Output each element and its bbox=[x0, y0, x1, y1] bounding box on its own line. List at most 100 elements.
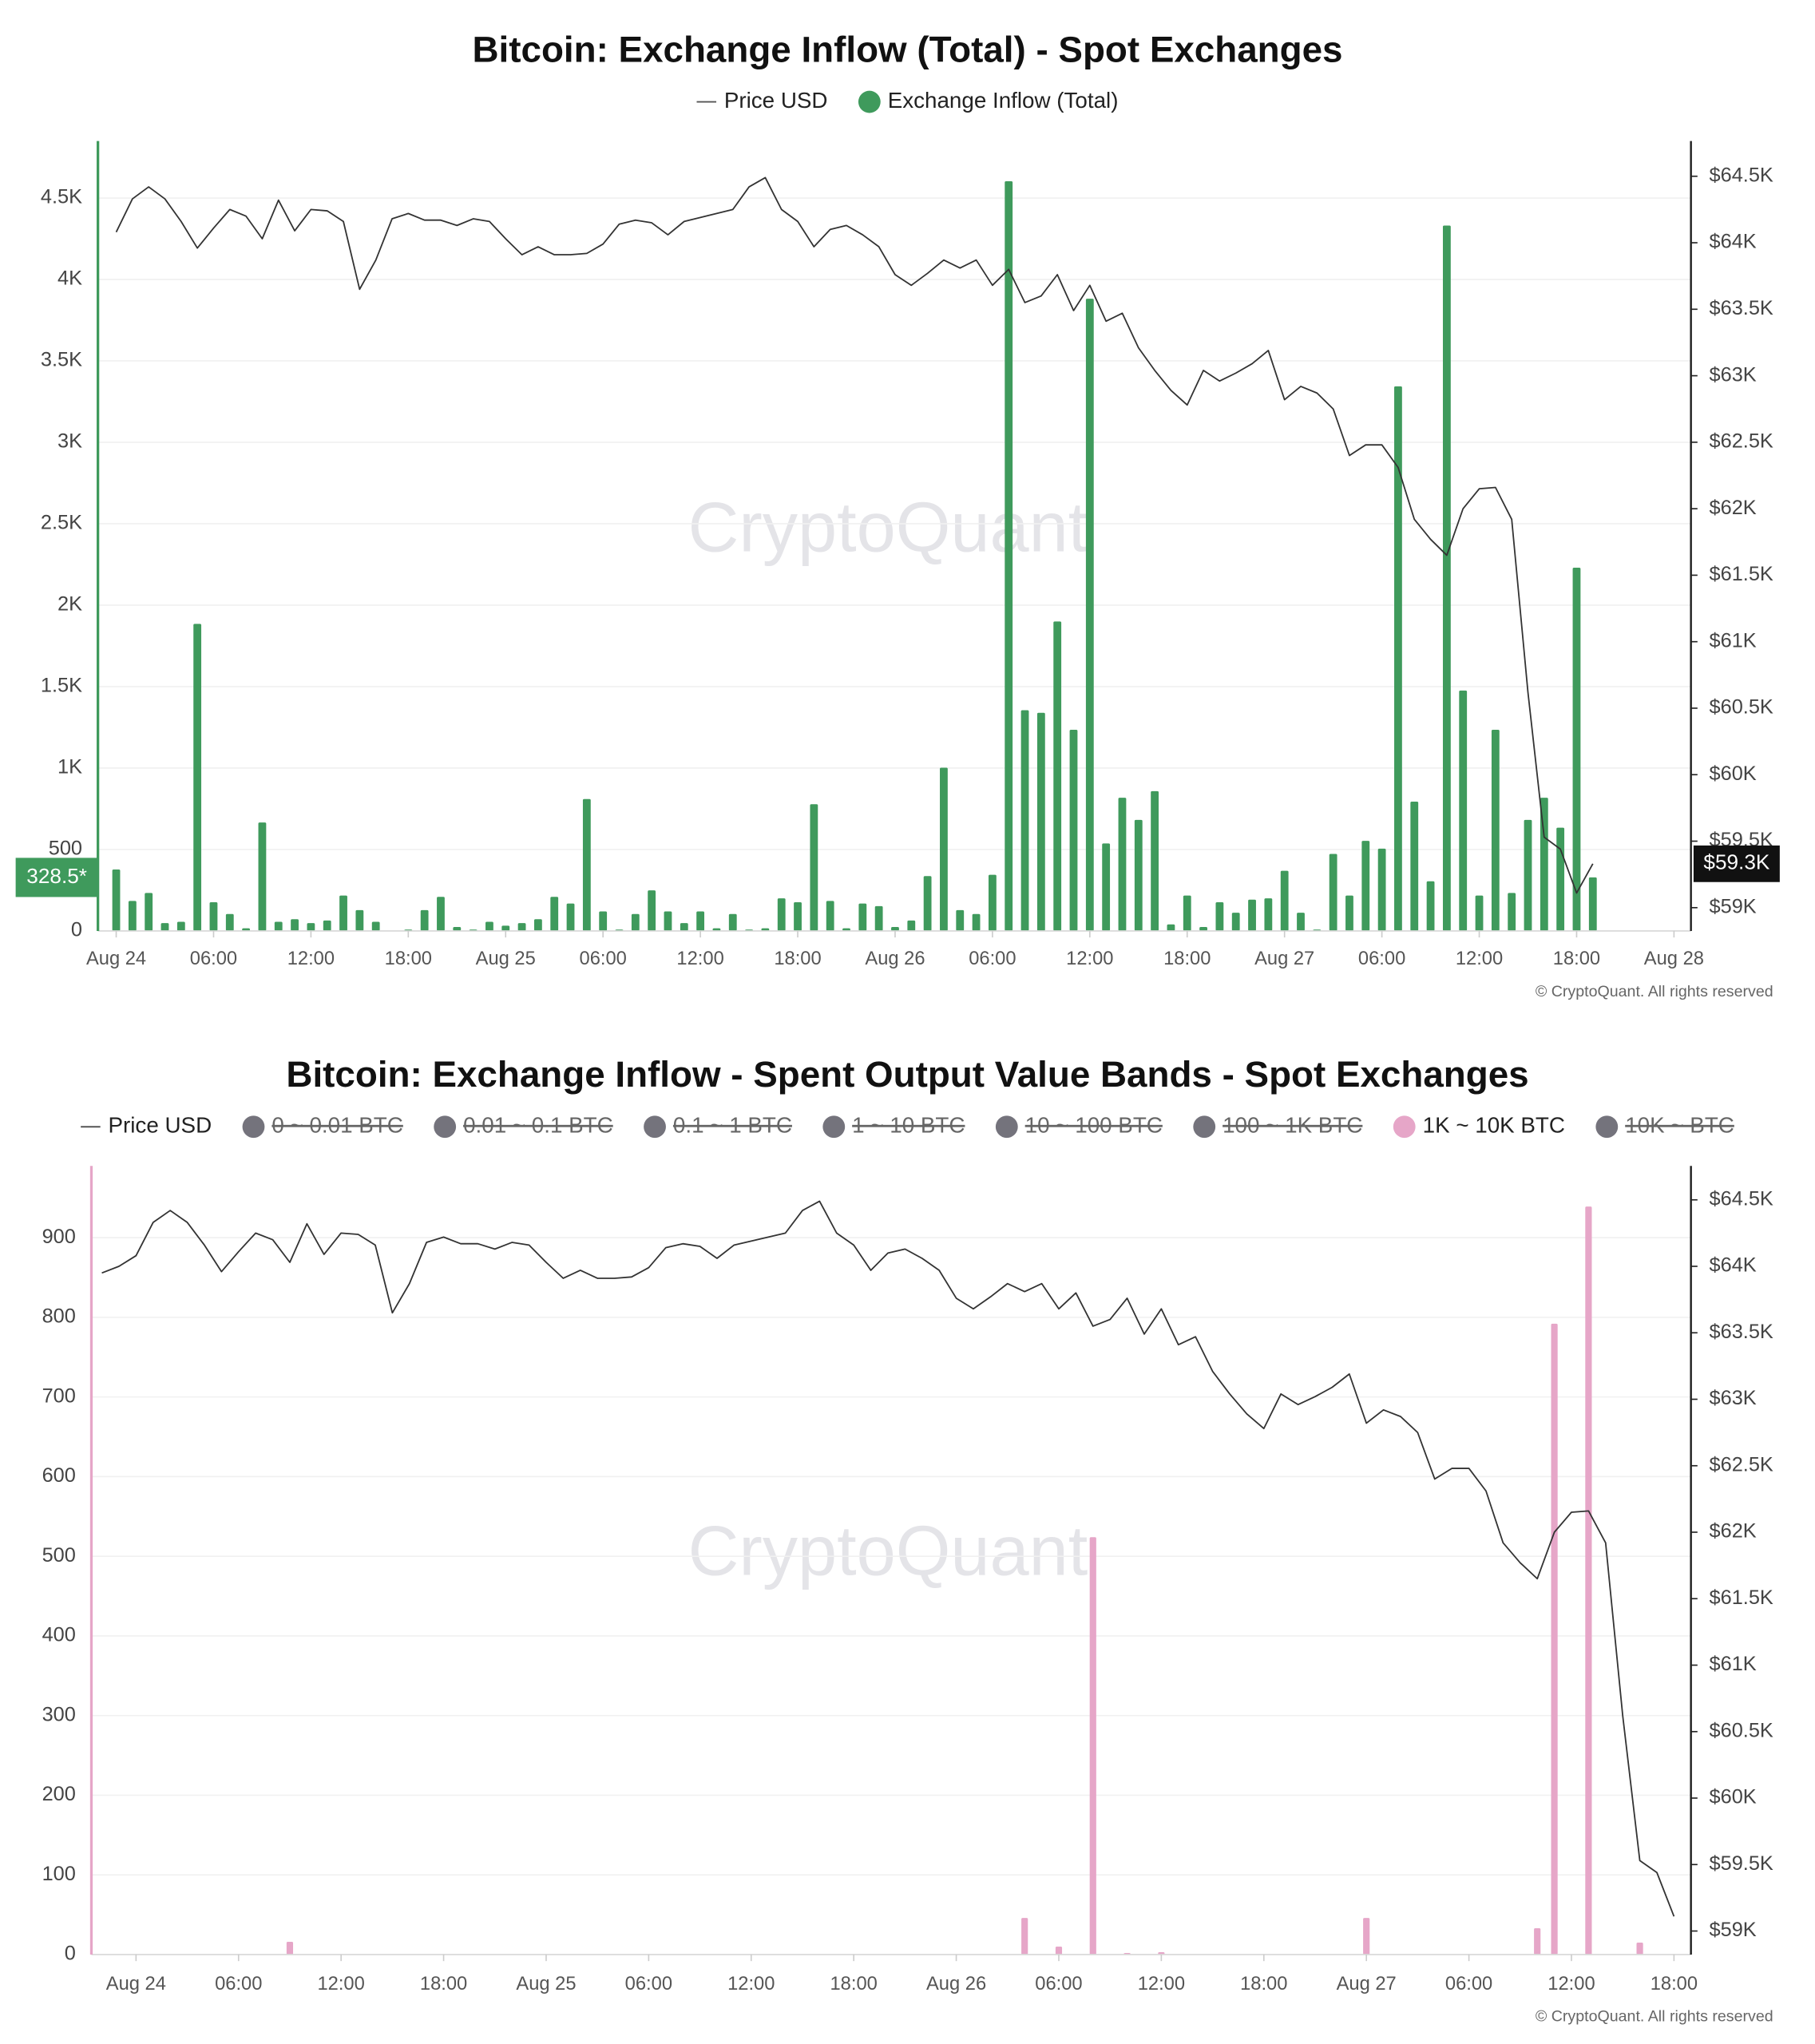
bar bbox=[907, 920, 916, 931]
bar bbox=[1588, 877, 1597, 931]
bar bbox=[1036, 712, 1045, 931]
x-tick-label: Aug 24 bbox=[86, 949, 146, 969]
legend-dot bbox=[434, 1115, 457, 1139]
bar bbox=[1280, 870, 1289, 931]
y2-tick-label: $64.5K bbox=[1710, 164, 1773, 186]
y-tick-label: 2.5K bbox=[41, 512, 82, 534]
bar bbox=[826, 901, 834, 931]
bar bbox=[355, 909, 364, 931]
chart-title: Bitcoin: Exchange Inflow - Spent Output … bbox=[286, 1054, 1528, 1095]
copyright: © CryptoQuant. All rights reserved bbox=[1536, 983, 1773, 1000]
legend: Price USD 0 ~ 0.01 BTC 0.01 ~ 0.1 BTC 0.1 ~… bbox=[81, 1113, 1734, 1139]
legend-label: Price USD bbox=[724, 88, 828, 113]
legend-dot bbox=[995, 1115, 1018, 1139]
x-tick-label: 06:00 bbox=[190, 949, 237, 969]
legend-label: 1K ~ 10K BTC bbox=[1423, 1113, 1565, 1138]
value-tag-label: $59.3K bbox=[1703, 850, 1769, 874]
y-tick-label: 700 bbox=[42, 1384, 76, 1407]
bar bbox=[1021, 1918, 1028, 1955]
bar bbox=[339, 895, 347, 931]
y-tick-label: 500 bbox=[42, 1544, 76, 1567]
x-tick-label: Aug 26 bbox=[926, 1974, 986, 1994]
legend-dot bbox=[644, 1115, 666, 1139]
bar bbox=[160, 923, 169, 931]
bar bbox=[1053, 621, 1062, 931]
x-tick-label: 06:00 bbox=[1445, 1974, 1492, 1994]
y2-tick-label: $64.5K bbox=[1710, 1187, 1773, 1210]
legend-label: Exchange Inflow (Total) bbox=[888, 88, 1119, 113]
x-tick-label: 18:00 bbox=[420, 1974, 467, 1994]
legend-dot bbox=[1193, 1115, 1216, 1139]
bar bbox=[485, 921, 493, 931]
bar bbox=[1085, 299, 1094, 931]
bar bbox=[696, 911, 705, 931]
bar bbox=[1410, 801, 1419, 931]
bar bbox=[1005, 180, 1013, 931]
y-tick-label: 100 bbox=[42, 1863, 76, 1885]
y2-tick-label: $60.5K bbox=[1710, 1719, 1773, 1741]
bar bbox=[437, 897, 445, 931]
bar bbox=[1055, 1947, 1063, 1955]
bar bbox=[501, 925, 510, 931]
legend-dot bbox=[242, 1115, 265, 1139]
y-tick-label: 4K bbox=[57, 267, 82, 290]
y2-tick-label: $59K bbox=[1710, 1919, 1757, 1941]
y2-tick-label: $59.5K bbox=[1710, 1852, 1773, 1875]
y-tick-label: 400 bbox=[42, 1624, 76, 1646]
x-tick-label: 06:00 bbox=[1358, 949, 1405, 969]
bar bbox=[1248, 899, 1256, 931]
x-tick-label: 12:00 bbox=[317, 1974, 364, 1994]
watermark: CryptoQuant bbox=[688, 488, 1088, 567]
bar bbox=[1508, 893, 1516, 931]
bar bbox=[1151, 790, 1159, 931]
bar bbox=[1102, 843, 1111, 931]
x-tick-label: 12:00 bbox=[1548, 1974, 1595, 1994]
bar bbox=[1524, 819, 1532, 931]
bar bbox=[145, 893, 153, 931]
y2-tick-label: $63.5K bbox=[1710, 297, 1773, 319]
copyright: © CryptoQuant. All rights reserved bbox=[1536, 2008, 1773, 2026]
legend-label: 0.1 ~ 1 BTC bbox=[673, 1113, 792, 1138]
bar bbox=[550, 897, 559, 931]
bar bbox=[1475, 895, 1484, 931]
x-tick-label: 18:00 bbox=[774, 949, 821, 969]
legend-dot bbox=[1393, 1115, 1416, 1139]
bar bbox=[1394, 386, 1402, 931]
bar bbox=[1118, 798, 1127, 931]
y2-tick-label: $62.5K bbox=[1710, 1453, 1773, 1476]
bar bbox=[810, 804, 818, 931]
bar bbox=[940, 767, 948, 931]
bar bbox=[128, 901, 137, 931]
y2-tick-label: $64K bbox=[1710, 1254, 1757, 1277]
legend-dot bbox=[822, 1115, 846, 1139]
bar bbox=[193, 624, 202, 931]
y-tick-label: 2K bbox=[57, 593, 82, 616]
bar bbox=[680, 923, 688, 931]
y-tick-label: 4.5K bbox=[41, 186, 82, 208]
x-tick-label: Aug 25 bbox=[476, 949, 536, 969]
bar bbox=[225, 913, 234, 931]
y2-tick-label: $60.5K bbox=[1710, 696, 1773, 719]
legend-label: 10 ~ 100 BTC bbox=[1025, 1113, 1163, 1138]
y2-tick-label: $63.5K bbox=[1710, 1321, 1773, 1343]
bar bbox=[1199, 927, 1207, 931]
y-tick-label: 3.5K bbox=[41, 349, 82, 371]
bar bbox=[307, 923, 315, 931]
bar bbox=[874, 905, 883, 931]
x-tick-label: 12:00 bbox=[727, 1974, 775, 1994]
bar bbox=[209, 902, 218, 931]
y2-tick-label: $64K bbox=[1710, 231, 1757, 253]
value-tag bbox=[15, 858, 98, 897]
x-tick-label: 12:00 bbox=[676, 949, 723, 969]
watermark: CryptoQuant bbox=[688, 1511, 1088, 1590]
bar bbox=[891, 927, 899, 931]
x-tick-label: 18:00 bbox=[1240, 1974, 1287, 1994]
y2-tick-label: $62K bbox=[1710, 1520, 1757, 1543]
bar bbox=[1297, 913, 1305, 931]
bar bbox=[1167, 924, 1175, 931]
bar bbox=[566, 903, 575, 931]
value-tag bbox=[1693, 845, 1780, 882]
bar bbox=[176, 921, 185, 931]
x-tick-label: Aug 25 bbox=[516, 1974, 576, 1994]
